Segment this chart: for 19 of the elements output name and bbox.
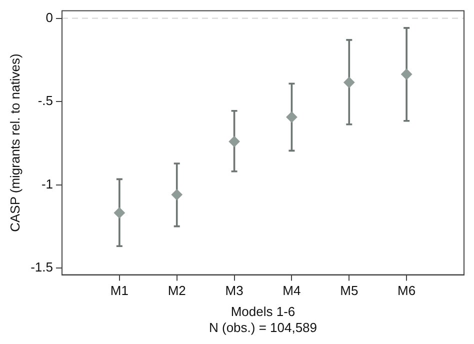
- x-tick-label: M5: [340, 283, 358, 298]
- x-tick-label: M3: [225, 283, 244, 298]
- point: [114, 207, 125, 218]
- y-tick-label: -.5: [38, 93, 53, 108]
- x-tick-label: M6: [398, 283, 416, 298]
- point: [171, 189, 182, 200]
- y-axis-title: CASP (migrants rel. to natives): [7, 54, 22, 232]
- y-tick-label: 0: [46, 10, 53, 25]
- point: [228, 136, 240, 148]
- point: [401, 68, 412, 80]
- x-tick-label: M1: [110, 283, 128, 298]
- point: [344, 76, 355, 88]
- x-axis-title: Models 1-6: [230, 304, 296, 319]
- x-tick-label: M4: [282, 283, 301, 298]
- y-tick-label: -1: [41, 176, 53, 192]
- y-tick-label: -1.5: [30, 260, 53, 275]
- point: [286, 112, 298, 123]
- text: N (obs.) = 104,589: [208, 320, 318, 336]
- x-tick-label: M2: [168, 283, 186, 298]
